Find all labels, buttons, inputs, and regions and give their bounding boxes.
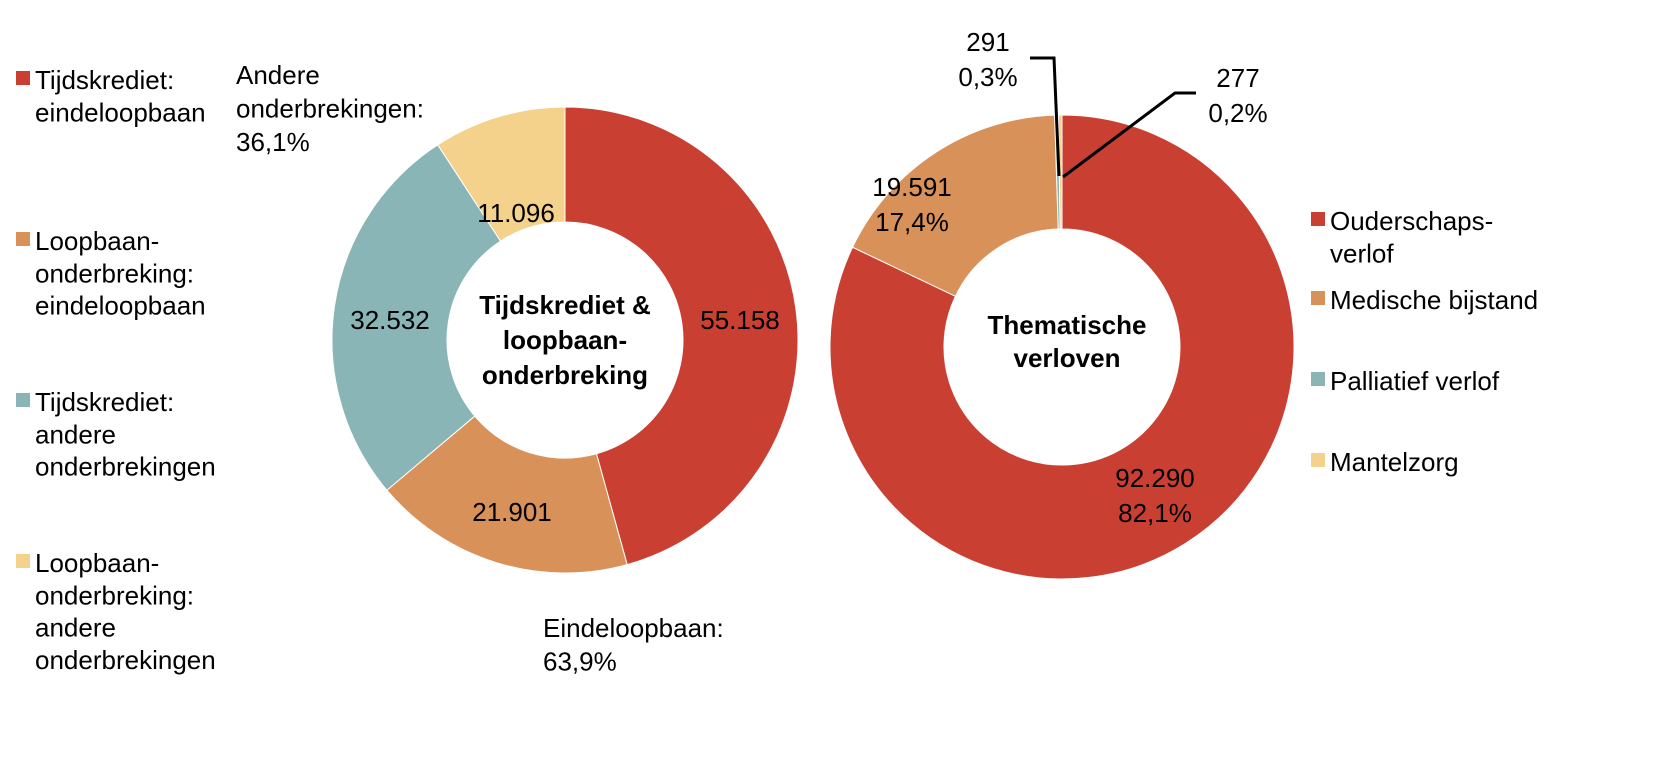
data-label-percent: 82,1%	[1118, 498, 1192, 528]
legend-label: eindeloopbaan	[35, 97, 206, 127]
data-label: 92.290	[1115, 463, 1195, 493]
legend-swatch	[1311, 212, 1325, 226]
legend-label: onderbrekingen	[35, 645, 216, 675]
legend-swatch	[16, 554, 30, 568]
donut-title: verloven	[1014, 343, 1121, 373]
legend-swatch	[1311, 291, 1325, 305]
legend-swatch	[1311, 372, 1325, 386]
donut1-slice-1	[386, 415, 628, 574]
legend-label: Tijdskrediet:	[35, 65, 174, 95]
donut1-slice-3	[437, 106, 566, 242]
legend-swatch	[1311, 453, 1325, 467]
annotation: 36,1%	[236, 127, 310, 157]
legend-label: Tijdskrediet:	[35, 387, 174, 417]
legend-swatch	[16, 232, 30, 246]
legend-label: Loopbaan-	[35, 226, 159, 256]
data-label-percent: 0,2%	[1208, 98, 1267, 128]
legend-label: Loopbaan-	[35, 548, 159, 578]
annotation: Eindeloopbaan:	[543, 613, 724, 643]
legend-label: Ouderschaps-	[1330, 206, 1493, 236]
annotation: 63,9%	[543, 647, 617, 677]
donut-title: onderbreking	[482, 360, 648, 390]
data-label: 291	[966, 27, 1009, 57]
data-label: 32.532	[350, 305, 430, 335]
data-label: 19.591	[872, 172, 952, 202]
legend-label: verlof	[1330, 238, 1394, 268]
legend-swatch	[16, 71, 30, 85]
donut1-slice-0	[564, 106, 799, 566]
leader-line	[1030, 56, 1061, 177]
donut-title: Tijdskrediet &	[479, 290, 650, 320]
legend-label: Mantelzorg	[1330, 447, 1459, 477]
leader-line	[1062, 91, 1196, 179]
annotation: onderbrekingen:	[236, 94, 424, 124]
legend-label: eindeloopbaan	[35, 291, 206, 321]
donut-title: loopbaan-	[503, 325, 627, 355]
donut2-slice-1	[851, 114, 1059, 297]
legend-label: onderbrekingen	[35, 452, 216, 482]
data-label: 55.158	[700, 305, 780, 335]
legend-label: andere	[35, 613, 116, 643]
donut2-slice-0	[829, 114, 1295, 580]
legend-label: Palliatief verlof	[1330, 366, 1500, 396]
annotation: Andere	[236, 60, 320, 90]
donut1-slice-2	[331, 144, 502, 491]
data-label-percent: 0,3%	[958, 62, 1017, 92]
legend-label: Medische bijstand	[1330, 285, 1538, 315]
data-label: 11.096	[477, 198, 555, 228]
data-label-percent: 17,4%	[875, 207, 949, 237]
donut-title: Thematische	[988, 310, 1147, 340]
data-label: 21.901	[472, 497, 552, 527]
legend-swatch	[16, 393, 30, 407]
legend-label: onderbreking:	[35, 580, 194, 610]
legend-label: onderbreking:	[35, 258, 194, 288]
legend-label: andere	[35, 419, 116, 449]
data-label: 277	[1216, 63, 1259, 93]
